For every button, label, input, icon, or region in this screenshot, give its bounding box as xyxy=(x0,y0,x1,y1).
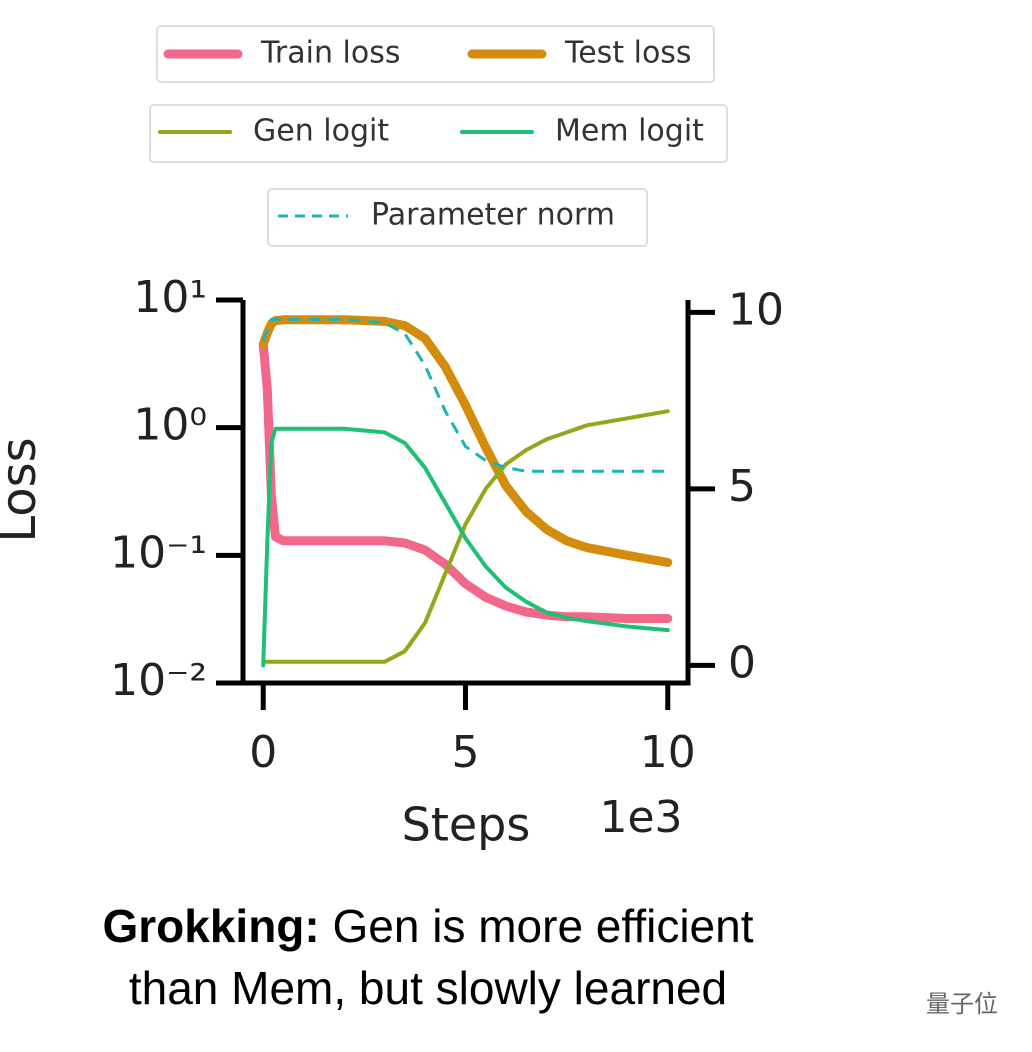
y-tick-label: 10⁰ xyxy=(133,400,207,451)
y2-tick-label: 10 xyxy=(728,284,784,335)
series-line xyxy=(261,409,670,664)
legend-box xyxy=(156,25,715,83)
legend-label: Gen logit xyxy=(253,114,389,149)
legend-label: Train loss xyxy=(260,36,400,71)
x-tick-label: 0 xyxy=(249,727,277,778)
legend xyxy=(149,25,728,247)
legend-box xyxy=(267,188,648,247)
legend-label: Mem logit xyxy=(555,114,704,149)
legend-label: Parameter norm xyxy=(371,198,615,233)
caption-line: Grokking: Gen is more efficient xyxy=(102,900,753,952)
y-tick-label: 10⁻² xyxy=(110,655,207,706)
y-tick-label: 10⁻¹ xyxy=(110,527,207,578)
x-tick-label: 5 xyxy=(452,727,480,778)
x-axis-label: Steps xyxy=(402,798,531,852)
legend-box xyxy=(149,104,728,163)
series-line xyxy=(261,317,668,473)
series-line xyxy=(261,426,670,668)
x-tick-label: 10 xyxy=(640,727,696,778)
y-axis-label: Loss xyxy=(0,437,47,542)
x-offset-label: 1e3 xyxy=(599,792,682,843)
legend-label: Test loss xyxy=(564,36,692,71)
series-line xyxy=(258,339,673,623)
watermark: 量子位 xyxy=(926,990,998,1018)
y2-tick-label: 0 xyxy=(728,637,756,688)
y-tick-label: 10¹ xyxy=(133,272,207,323)
caption-line: than Mem, but slowly learned xyxy=(129,962,727,1014)
caption-text: Gen is more efficient xyxy=(333,900,754,952)
caption-bold: Grokking: xyxy=(102,900,319,952)
y2-tick-label: 5 xyxy=(728,461,756,512)
